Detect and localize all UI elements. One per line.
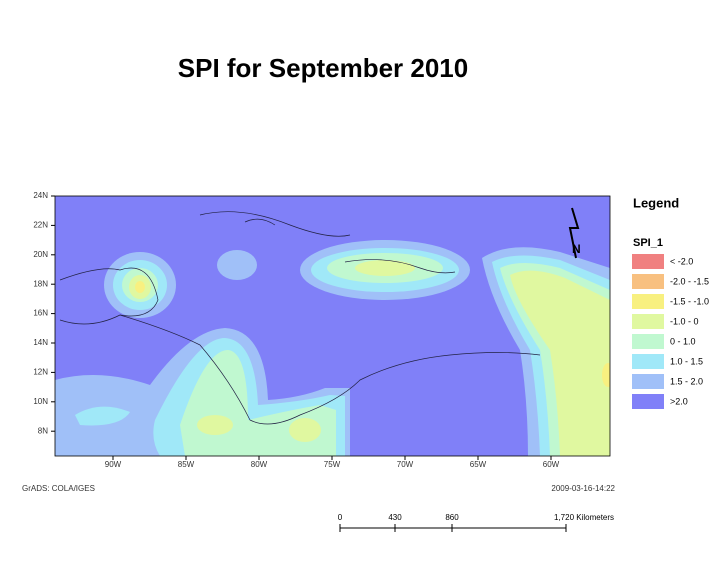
lat-label: 14N xyxy=(33,338,48,347)
lat-label: 16N xyxy=(33,309,48,318)
map xyxy=(55,196,610,456)
lon-labels: 90W 85W 80W 75W 70W 65W 60W xyxy=(105,456,560,469)
lat-label: 24N xyxy=(33,191,48,200)
lat-label: 22N xyxy=(33,221,48,230)
lon-label: 80W xyxy=(251,460,268,469)
timestamp: 2009-03-16-14:22 xyxy=(551,484,615,493)
legend-swatch xyxy=(632,394,664,409)
lat-label: 10N xyxy=(33,397,48,406)
scale-label: 860 xyxy=(445,513,459,522)
legend-swatch xyxy=(632,274,664,289)
scale-bar: 0 430 860 1,720 Kilometers xyxy=(338,513,614,532)
lon-label: 65W xyxy=(470,460,487,469)
legend-label: >2.0 xyxy=(670,396,688,406)
title: SPI for September 2010 xyxy=(178,53,468,83)
legend-label: -1.5 - -1.0 xyxy=(670,296,709,306)
legend-title: Legend xyxy=(633,195,679,210)
north-arrow: N xyxy=(568,207,581,259)
lat-label: 18N xyxy=(33,279,48,288)
credit: GrADS: COLA/IGES xyxy=(22,484,95,493)
legend-swatch xyxy=(632,374,664,389)
legend-label: -2.0 - -1.5 xyxy=(670,276,709,286)
lat-label: 20N xyxy=(33,250,48,259)
lat-label: 12N xyxy=(33,368,48,377)
legend: < -2.0 -2.0 - -1.5 -1.5 - -1.0 -1.0 - 0 0 - … xyxy=(632,254,709,409)
legend-swatch xyxy=(632,314,664,329)
legend-field: SPI_1 xyxy=(633,237,663,249)
lon-label: 90W xyxy=(105,460,122,469)
lon-label: 70W xyxy=(397,460,414,469)
legend-label: < -2.0 xyxy=(670,256,693,266)
legend-label: -1.0 - 0 xyxy=(670,316,699,326)
legend-swatch xyxy=(632,254,664,269)
legend-swatch xyxy=(632,354,664,369)
legend-label: 1.0 - 1.5 xyxy=(670,356,703,366)
lon-label: 60W xyxy=(543,460,560,469)
lat-label: 8N xyxy=(38,426,48,435)
legend-label: 0 - 1.0 xyxy=(670,336,696,346)
lon-label: 75W xyxy=(324,460,341,469)
lon-label: 85W xyxy=(178,460,195,469)
lat-labels: 24N 22N 20N 18N 16N 14N 12N 10N 8N xyxy=(33,191,55,435)
scale-label: 430 xyxy=(388,513,402,522)
legend-label: 1.5 - 2.0 xyxy=(670,376,703,386)
legend-swatch xyxy=(632,334,664,349)
legend-swatch xyxy=(632,294,664,309)
scale-label: 1,720 Kilometers xyxy=(554,513,614,522)
scale-label: 0 xyxy=(338,513,343,522)
north-label: N xyxy=(572,242,581,256)
